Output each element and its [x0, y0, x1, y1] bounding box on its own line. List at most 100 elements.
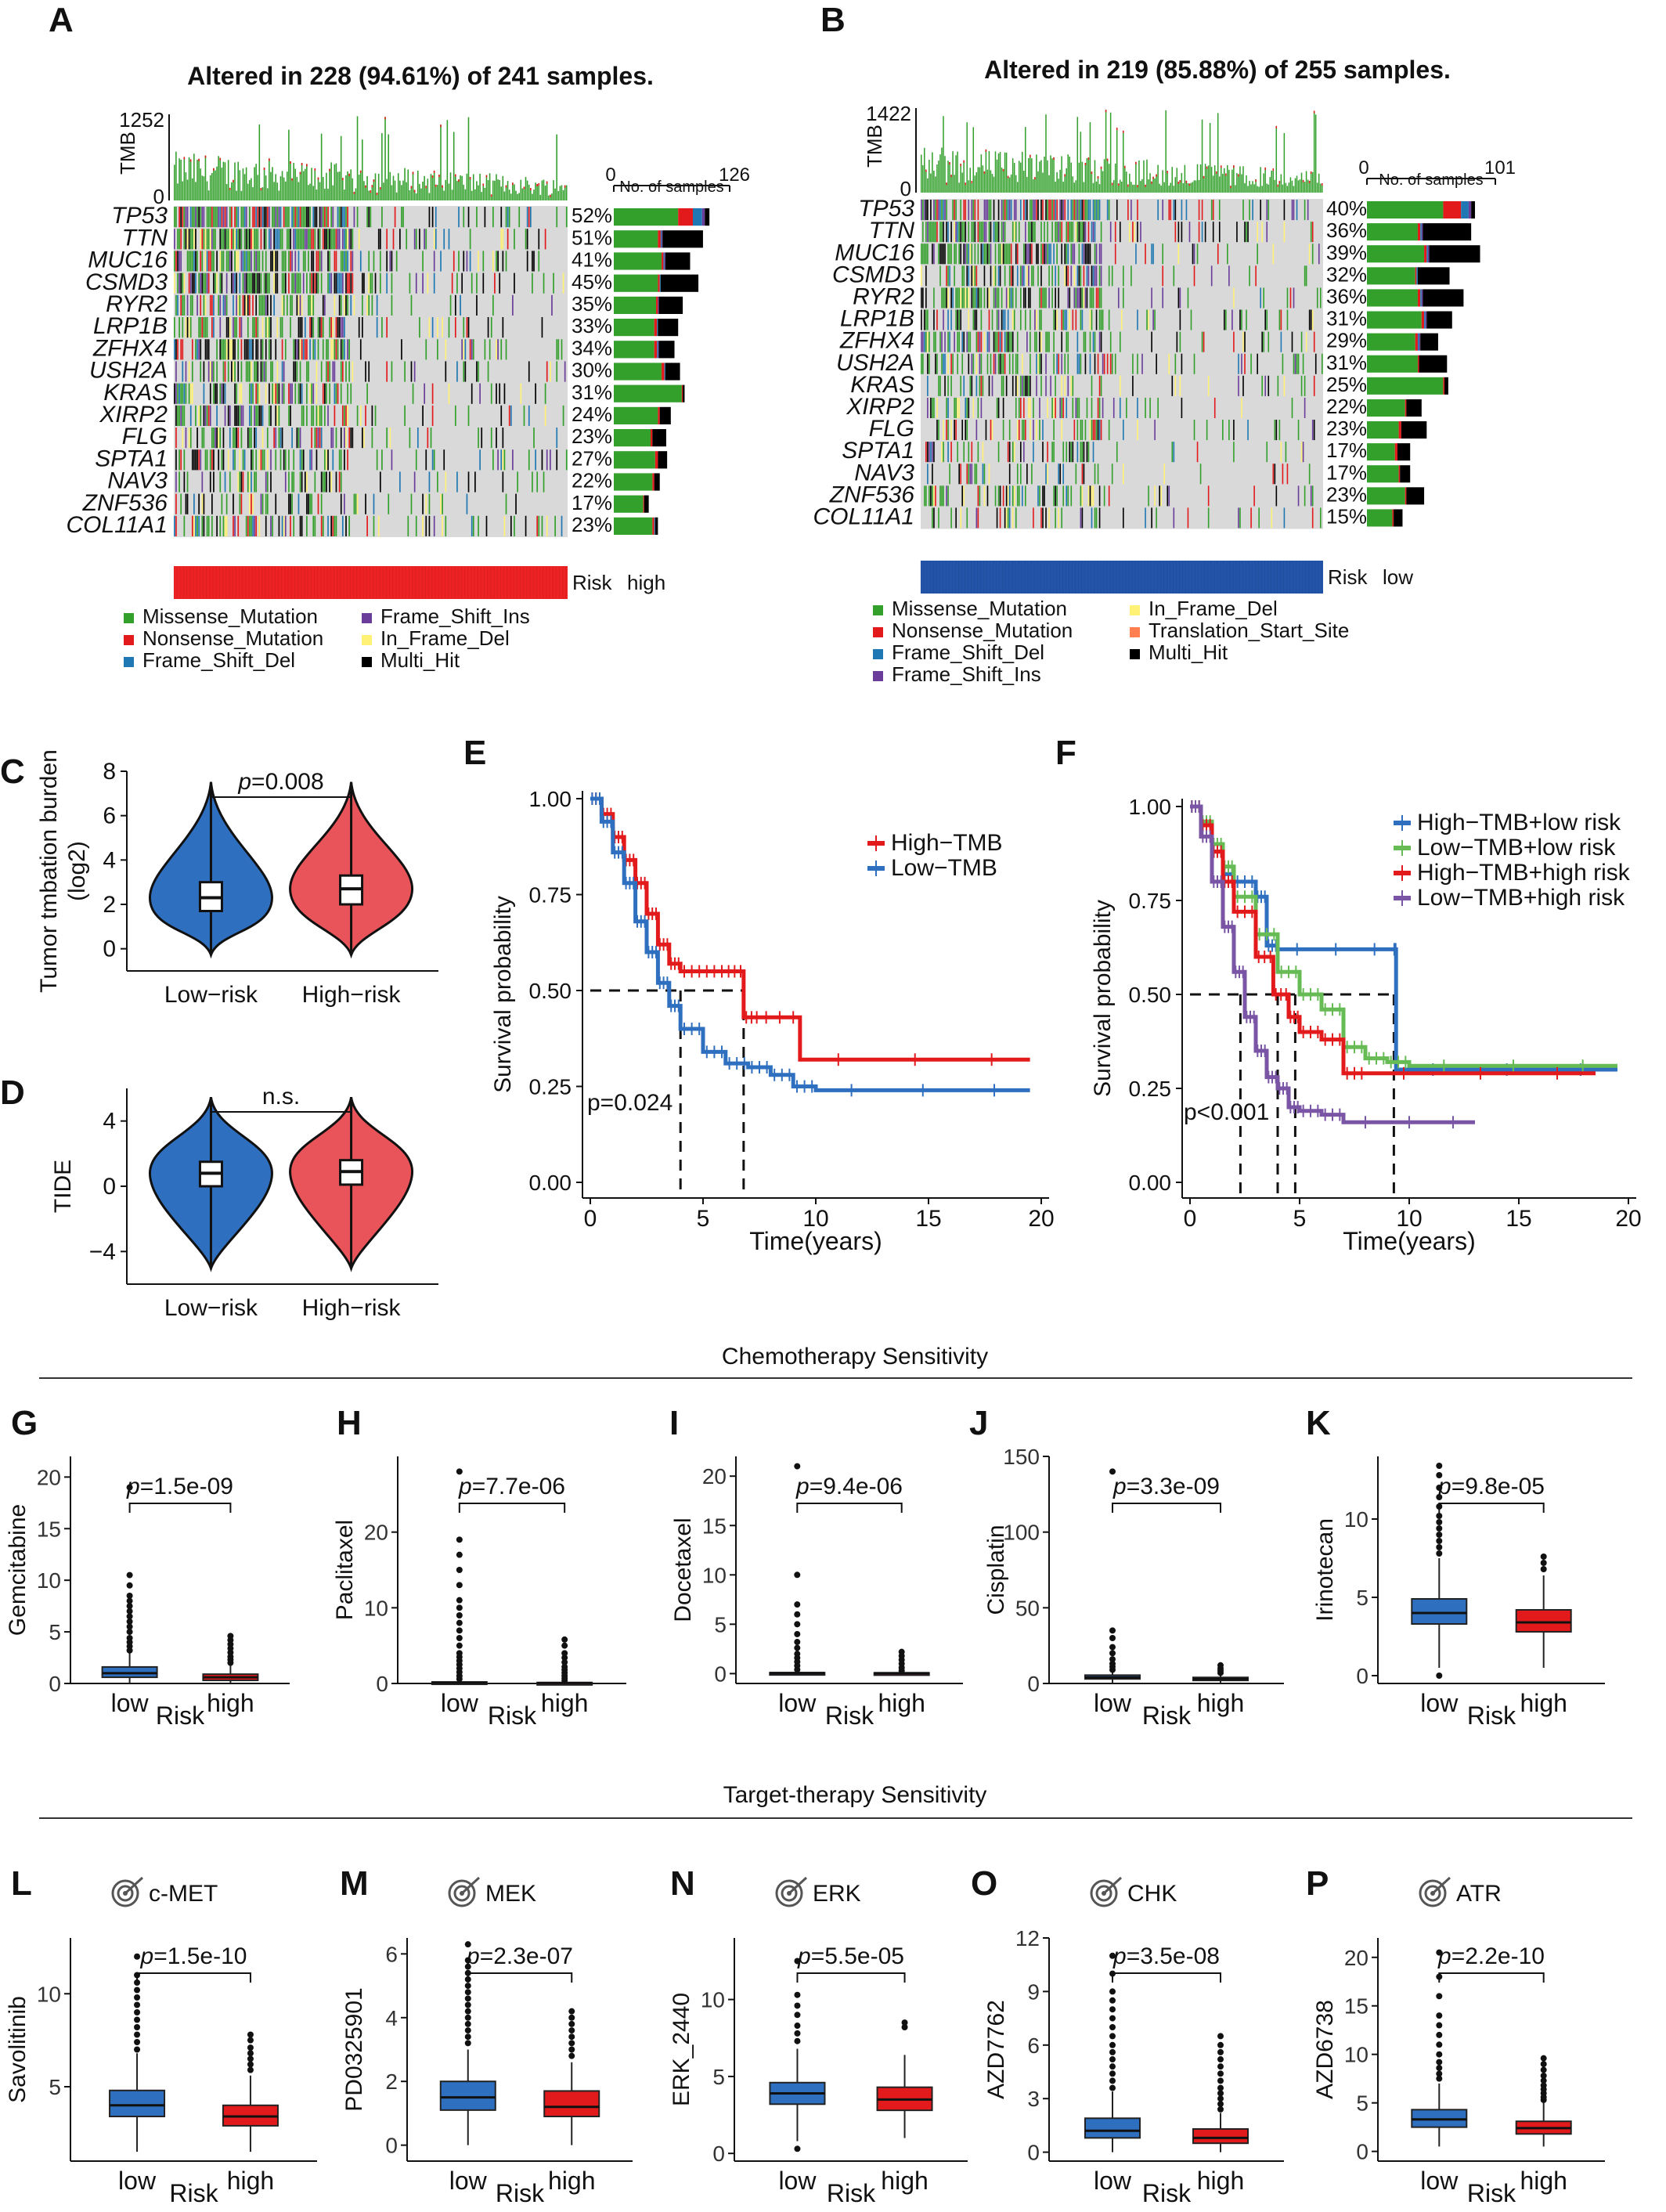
mutation-cell	[1092, 222, 1094, 243]
mutation-cell	[1296, 353, 1298, 374]
tmb-bar-cap	[213, 168, 215, 171]
mutation-cell	[345, 294, 347, 316]
mutation-cell	[991, 375, 993, 396]
mutation-cell	[338, 294, 341, 316]
gene-label: ZNF536	[82, 490, 168, 516]
tmb-bar	[1073, 182, 1076, 193]
mutation-cell	[269, 405, 270, 426]
mutation-cell	[1241, 397, 1242, 418]
mutation-cell	[278, 229, 280, 250]
mutation-cell	[946, 485, 947, 507]
mutation-cell	[1100, 420, 1102, 441]
tmb-bar	[1130, 182, 1132, 193]
bar-segment	[654, 451, 658, 469]
mutation-cell	[324, 449, 326, 471]
outlier-point	[794, 1601, 801, 1608]
mutation-cell	[265, 515, 267, 536]
mutation-cell	[958, 244, 960, 265]
mutation-cell	[225, 515, 228, 536]
tmb-bar	[224, 162, 226, 200]
mutation-cell	[193, 251, 195, 272]
mutation-cell	[514, 272, 515, 294]
tmb-bar-cap	[1277, 184, 1279, 187]
mutation-cell	[965, 397, 967, 418]
tmb-bar	[944, 156, 946, 193]
mutation-cell	[1008, 287, 1011, 309]
tmb-bar	[178, 158, 180, 200]
mutation-cell	[1313, 375, 1315, 396]
mutation-cell	[284, 449, 287, 471]
mutation-cell	[316, 207, 318, 228]
outlier-point	[464, 1963, 471, 1970]
mutation-cell	[556, 449, 558, 471]
mutation-cell	[216, 339, 218, 360]
mutation-cell	[334, 272, 336, 294]
mutation-cell	[1013, 442, 1015, 463]
mutation-cell	[234, 361, 236, 382]
mutation-cell	[296, 339, 298, 360]
static-layer: A B C D E F G H I J K L M N O P Chemothe…	[0, 1, 1632, 1903]
mutation-cell	[276, 317, 279, 338]
tmb-bar	[1260, 167, 1261, 193]
mutation-cell	[260, 294, 262, 316]
mutation-cell	[340, 317, 342, 338]
mutation-cell	[294, 229, 297, 250]
mutation-cell	[1040, 375, 1042, 396]
mutation-cell	[972, 309, 975, 330]
tmb-bar	[437, 185, 438, 200]
mutation-cell	[966, 265, 968, 287]
tmb-bar	[340, 135, 342, 200]
tmb-bar	[243, 174, 246, 200]
tmb-bar	[1031, 158, 1033, 193]
significance-bracket	[210, 796, 352, 810]
mutation-cell	[306, 229, 308, 250]
x-tick-label: high	[207, 1689, 254, 1717]
tmb-bar	[291, 178, 293, 200]
outlier-point	[794, 2002, 801, 2009]
mutation-cell	[932, 485, 933, 507]
outlier-point	[1436, 1550, 1443, 1557]
mutation-cell	[985, 200, 987, 221]
mutation-cell	[365, 493, 366, 514]
mutation-cell	[312, 405, 315, 426]
mutation-cell	[1044, 222, 1045, 243]
x-tick-label: 10	[1396, 1206, 1422, 1232]
mutation-cell	[207, 515, 210, 536]
mutation-cell	[972, 265, 975, 287]
outlier-point	[1540, 2061, 1547, 2068]
mutation-cell	[255, 339, 258, 360]
tmb-bar	[229, 187, 231, 200]
tmb-bar	[278, 190, 280, 200]
x-tick-label: 0	[584, 1206, 597, 1232]
mutation-cell	[284, 339, 287, 360]
mutation-cell	[316, 449, 318, 471]
mutation-cell	[963, 200, 965, 221]
mutation-cell	[988, 375, 990, 396]
mutation-cell	[299, 294, 301, 316]
mutation-cell	[211, 251, 213, 272]
mutation-cell	[443, 229, 445, 250]
box-body	[543, 2090, 600, 2117]
y-tick-label: 100	[1003, 1521, 1040, 1545]
outlier-point	[126, 1484, 133, 1491]
panel-letter-c: C	[0, 752, 25, 791]
outlier-point	[1436, 2012, 1443, 2019]
tmb-bar	[1170, 182, 1171, 193]
mutation-cell	[1016, 265, 1019, 287]
mutation-cell	[1067, 265, 1069, 287]
tmb-bar-cap	[440, 124, 442, 128]
gene-label: ZFHX4	[839, 328, 914, 354]
mutation-cell	[930, 442, 932, 463]
mutation-cell	[266, 449, 269, 471]
mutation-cell	[1036, 309, 1037, 330]
mutation-cell	[222, 361, 225, 382]
mutation-cell	[332, 428, 334, 449]
mutation-cell	[1048, 287, 1050, 309]
mutation-cell	[237, 251, 240, 272]
mutation-cell	[270, 361, 272, 382]
mutation-cell	[257, 229, 259, 250]
bar-segment	[1367, 289, 1418, 307]
mutation-cell	[251, 383, 252, 404]
significance-bracket	[458, 1503, 566, 1513]
